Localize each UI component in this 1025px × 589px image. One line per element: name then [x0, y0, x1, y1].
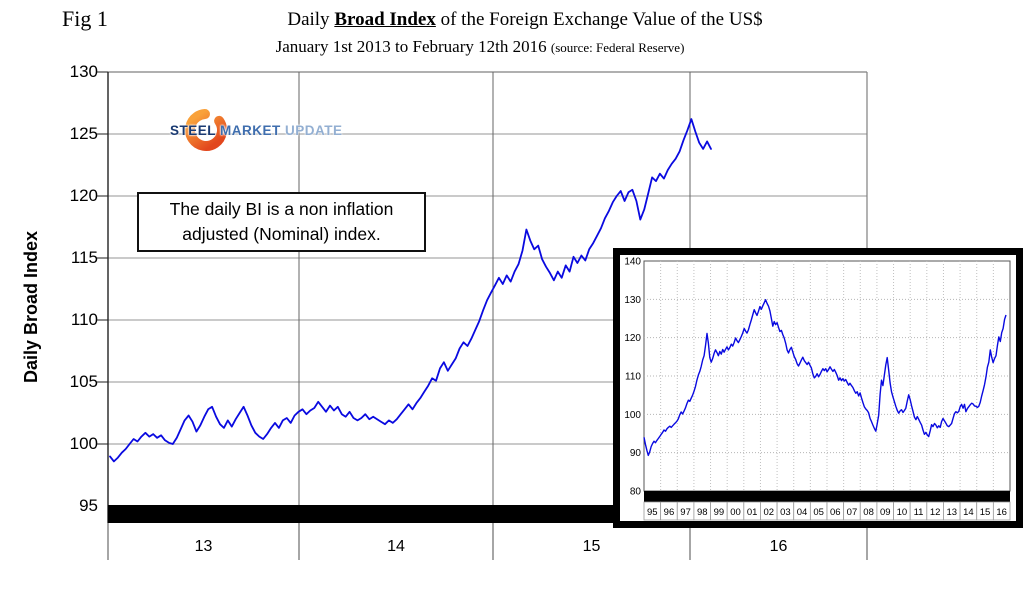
inset-y-tick-label: 130: [624, 295, 641, 306]
inset-x-year-label: 98: [697, 507, 708, 518]
logo-word-steel: STEEL: [170, 123, 216, 138]
inset-y-tick-label: 80: [630, 487, 642, 498]
annotation-box: The daily BI is a non inflation adjusted…: [137, 192, 426, 252]
main-y-tick-label: 130: [69, 62, 98, 81]
inset-y-tick-label: 120: [624, 333, 641, 344]
logo-swoosh-icon: [185, 109, 227, 151]
main-x-year-label: 13: [194, 538, 213, 555]
logo-word-market: MARKET: [220, 123, 281, 138]
inset-x-year-label: 00: [730, 507, 741, 518]
inset-chart-plot: 140 130 120 110 100 90 80 95 96 97 98 99 00 01 02 03 04 0…: [624, 257, 1011, 521]
inset-x-year-label: 14: [963, 507, 974, 518]
inset-x-year-label: 99: [714, 507, 725, 518]
title-suffix: of the Foreign Exchange Value of the US$: [435, 9, 763, 30]
inset-y-tick-label: 140: [624, 257, 641, 268]
inset-x-year-label: 02: [763, 507, 774, 518]
subtitle-range: January 1st 2013 to February 12th 2016: [275, 37, 551, 56]
inset-x-year-label: 15: [980, 507, 991, 518]
inset-x-year-label: 09: [880, 507, 891, 518]
main-y-tick-label: 115: [70, 248, 98, 267]
inset-x-year-label: 12: [930, 507, 941, 518]
inset-x-year-label: 08: [863, 507, 874, 518]
inset-x-year-label: 07: [847, 507, 858, 518]
title-emphasis: Broad Index: [334, 9, 436, 30]
inset-x-year-label: 96: [664, 507, 675, 518]
main-x-year-label: 14: [387, 538, 405, 555]
inset-x-year-label: 95: [647, 507, 658, 518]
inset-x-year-label: 03: [780, 507, 791, 518]
inset-x-year-label: 01: [747, 507, 758, 518]
inset-x-year-label: 11: [914, 507, 924, 518]
annotation-line-1: The daily BI is a non inflation: [169, 199, 394, 219]
annotation-line-2: adjusted (Nominal) index.: [182, 224, 381, 244]
chart-subtitle: January 1st 2013 to February 12th 2016 (…: [120, 37, 840, 57]
main-x-year-label: 15: [582, 538, 601, 555]
inset-x-year-label: 06: [830, 507, 841, 518]
inset-x-year-label: 97: [680, 507, 691, 518]
inset-chart: 140 130 120 110 100 90 80 95 96 97 98 99 00 01 02 03 04 0…: [613, 248, 1023, 528]
steel-market-update-logo: STEEL MARKET UPDATE: [168, 104, 342, 156]
title-prefix: Daily: [287, 9, 335, 30]
logo-word-update: UPDATE: [285, 123, 343, 138]
inset-x-year-label: 04: [797, 507, 808, 518]
fig-label: Fig 1: [62, 6, 108, 31]
subtitle-source: (source: Federal Reserve): [550, 40, 685, 55]
main-y-tick-label: 125: [69, 124, 98, 143]
inset-x-year-label: 16: [996, 507, 1007, 518]
inset-x-year-label: 10: [897, 507, 908, 518]
chart-title: Daily Broad Index of the Foreign Exchang…: [140, 9, 910, 31]
inset-y-tick-label: 100: [624, 410, 641, 421]
main-y-tick-label: 110: [70, 310, 98, 329]
inset-x-year-label: 05: [813, 507, 824, 518]
main-y-tick-label: 120: [69, 186, 98, 205]
main-y-tick-label: 95: [79, 496, 98, 515]
main-y-tick-label: 100: [69, 434, 98, 453]
inset-y-tick-label: 90: [630, 448, 642, 459]
main-data-line: [109, 118, 712, 463]
logo-text: STEEL MARKET UPDATE: [170, 123, 343, 138]
inset-data-line: [643, 299, 1007, 457]
inset-x-year-label: 13: [946, 507, 957, 518]
inset-y-tick-label: 110: [625, 372, 641, 383]
main-x-year-label: 16: [769, 538, 788, 555]
main-y-tick-label: 105: [69, 372, 98, 391]
